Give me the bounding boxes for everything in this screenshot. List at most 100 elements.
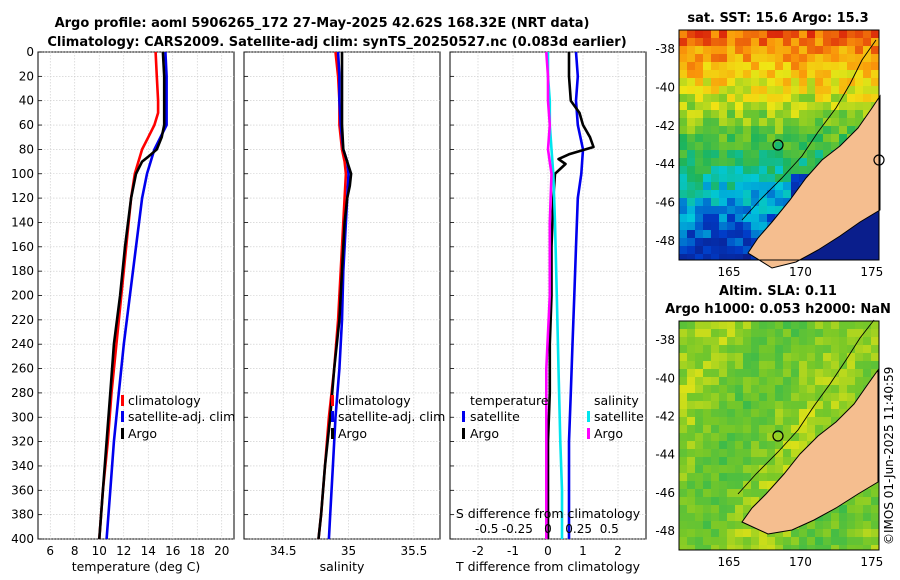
heatmap-cell bbox=[767, 417, 775, 425]
heatmap-cell bbox=[847, 46, 855, 54]
heatmap-cell bbox=[855, 46, 863, 54]
heatmap-cell bbox=[767, 190, 775, 198]
legend-swatch-satellite bbox=[121, 411, 124, 422]
heatmap-cell bbox=[735, 433, 743, 441]
heatmap-cell bbox=[687, 465, 695, 473]
heatmap-cell bbox=[711, 70, 719, 78]
heatmap-cell bbox=[735, 377, 743, 385]
heatmap-cell bbox=[807, 118, 815, 126]
heatmap-cell bbox=[807, 401, 815, 409]
heatmap-cell bbox=[679, 142, 687, 150]
heatmap-cell bbox=[687, 473, 695, 481]
heatmap-cell bbox=[863, 246, 871, 254]
heatmap-cell bbox=[743, 118, 751, 126]
heatmap-cell bbox=[831, 385, 839, 393]
heatmap-cell bbox=[855, 321, 863, 329]
heatmap-cell bbox=[719, 329, 727, 337]
heatmap-cell bbox=[847, 337, 855, 345]
heatmap-cell bbox=[695, 521, 703, 529]
difference-panel: -2 -1 0 1 2 -0.5 -0.25 0 0.25 0.5 S difference f… bbox=[449, 51, 647, 574]
heatmap-cell bbox=[767, 182, 775, 190]
heatmap-cell bbox=[751, 30, 759, 38]
heatmap-cell bbox=[783, 337, 791, 345]
heatmap-cell bbox=[695, 537, 703, 545]
y-tick-label: 240 bbox=[11, 337, 34, 351]
heatmap-cell bbox=[855, 513, 863, 521]
heatmap-cell bbox=[783, 102, 791, 110]
heatmap-cell bbox=[687, 94, 695, 102]
heatmap-cell bbox=[735, 206, 743, 214]
heatmap-cell bbox=[751, 361, 759, 369]
heatmap-cell bbox=[735, 457, 743, 465]
heatmap-cell bbox=[751, 425, 759, 433]
heatmap-cell bbox=[823, 321, 831, 329]
heatmap-cell bbox=[695, 497, 703, 505]
heatmap-cell bbox=[711, 369, 719, 377]
heatmap-cell bbox=[711, 377, 719, 385]
heatmap-cell bbox=[759, 441, 767, 449]
heatmap-cell bbox=[823, 254, 831, 260]
heatmap-cell bbox=[767, 545, 775, 550]
heatmap-cell bbox=[679, 465, 687, 473]
heatmap-cell bbox=[847, 537, 855, 545]
heatmap-cell bbox=[703, 190, 711, 198]
heatmap-cell bbox=[687, 86, 695, 94]
heatmap-cell bbox=[679, 166, 687, 174]
heatmap-cell bbox=[735, 465, 743, 473]
d-legend-swatch-t-argo bbox=[462, 428, 465, 439]
heatmap-cell bbox=[871, 321, 879, 329]
heatmap-cell bbox=[743, 46, 751, 54]
heatmap-cell bbox=[679, 385, 687, 393]
heatmap-cell bbox=[775, 449, 783, 457]
heatmap-cell bbox=[839, 254, 847, 260]
heatmap-cell bbox=[735, 497, 743, 505]
heatmap-cell bbox=[735, 254, 743, 260]
heatmap-cell bbox=[767, 337, 775, 345]
heatmap-cell bbox=[719, 190, 727, 198]
heatmap-cell bbox=[735, 46, 743, 54]
heatmap-cell bbox=[711, 126, 719, 134]
heatmap-cell bbox=[871, 369, 879, 377]
heatmap-cell bbox=[735, 537, 743, 545]
heatmap-cell bbox=[719, 30, 727, 38]
heatmap-cell bbox=[815, 401, 823, 409]
heatmap-cell bbox=[783, 110, 791, 118]
heatmap-cell bbox=[743, 369, 751, 377]
heatmap-cell bbox=[679, 377, 687, 385]
heatmap-cell bbox=[775, 30, 783, 38]
heatmap-cell bbox=[703, 337, 711, 345]
heatmap-cell bbox=[791, 174, 799, 182]
series-line-satellite-adj-clim bbox=[105, 51, 168, 540]
heatmap-cell bbox=[719, 78, 727, 86]
heatmap-cell bbox=[751, 529, 759, 537]
heatmap-cell bbox=[799, 337, 807, 345]
heatmap-cell bbox=[759, 222, 767, 230]
heatmap-cell bbox=[679, 86, 687, 94]
heatmap-cell bbox=[759, 537, 767, 545]
heatmap-cell bbox=[735, 230, 743, 238]
heatmap-cell bbox=[735, 401, 743, 409]
heatmap-cell bbox=[759, 198, 767, 206]
heatmap-cell bbox=[799, 329, 807, 337]
y-tick-label: 200 bbox=[11, 289, 34, 303]
heatmap-cell bbox=[783, 465, 791, 473]
heatmap-cell bbox=[719, 361, 727, 369]
heatmap-cell bbox=[751, 457, 759, 465]
heatmap-cell bbox=[679, 102, 687, 110]
heatmap-cell bbox=[759, 62, 767, 70]
heatmap-cell bbox=[695, 254, 703, 260]
heatmap-cell bbox=[719, 94, 727, 102]
heatmap-cell bbox=[735, 545, 743, 550]
heatmap-cell bbox=[687, 190, 695, 198]
heatmap-cell bbox=[839, 86, 847, 94]
heatmap-cell bbox=[727, 198, 735, 206]
heatmap-cell bbox=[695, 489, 703, 497]
heatmap-cell bbox=[767, 70, 775, 78]
heatmap-cell bbox=[791, 369, 799, 377]
heatmap-cell bbox=[823, 369, 831, 377]
heatmap-cell bbox=[823, 337, 831, 345]
x-tick-label: 12 bbox=[116, 544, 131, 558]
heatmap-cell bbox=[815, 46, 823, 54]
heatmap-cell bbox=[855, 30, 863, 38]
heatmap-cell bbox=[783, 401, 791, 409]
